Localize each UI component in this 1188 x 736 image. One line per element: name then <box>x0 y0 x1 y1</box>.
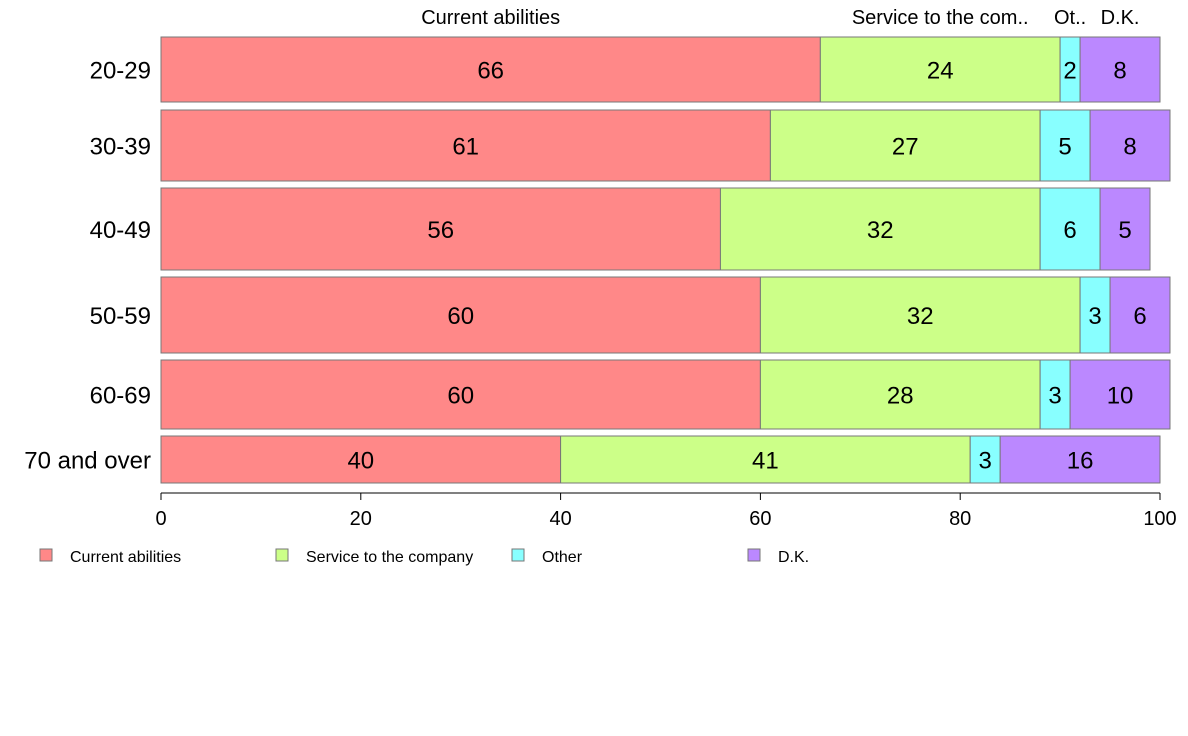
segment-value-label: 40 <box>347 448 374 475</box>
bar-segment <box>1039 359 1071 430</box>
legend-swatch <box>511 548 525 562</box>
segment-value-label: 16 <box>1067 448 1094 475</box>
bar-segment <box>759 276 1081 354</box>
top-segment-label: Service to the com.. <box>852 7 1029 29</box>
bar-segment <box>1079 36 1161 103</box>
top-segment-label: D.K. <box>1101 7 1140 29</box>
bar-segment <box>1069 359 1171 430</box>
segment-value-label: 3 <box>1048 383 1061 410</box>
category-labels: 20-29 30-39 40-49 50-59 60-69 70 and over <box>24 58 151 475</box>
segment-value-label: 60 <box>447 303 474 330</box>
legend-label: Current abilities <box>70 549 181 566</box>
x-tick-label: 100 <box>1143 508 1176 530</box>
bar-segment <box>160 435 562 484</box>
legend-swatch <box>275 548 289 562</box>
x-tick-label: 20 <box>350 508 372 530</box>
segment-value-label: 2 <box>1063 58 1076 85</box>
segment-value-label: 5 <box>1118 217 1131 244</box>
legend-label: D.K. <box>778 549 809 566</box>
category-label: 70 and over <box>24 448 151 475</box>
bar-segment <box>819 36 1061 103</box>
segment-value-label: 8 <box>1123 134 1136 161</box>
x-tick-label: 60 <box>749 508 771 530</box>
category-label: 60-69 <box>90 383 151 410</box>
bar-segment <box>160 359 761 430</box>
segment-value-label: 24 <box>927 58 954 85</box>
segment-value-label: 66 <box>477 58 504 85</box>
bar-segment <box>1079 276 1111 354</box>
bar-segment <box>560 435 971 484</box>
bar-segment <box>719 187 1041 271</box>
bar-segment <box>160 36 821 103</box>
segment-value-label: 28 <box>887 383 914 410</box>
legend-swatch <box>39 548 53 562</box>
segment-value-label: 3 <box>1088 303 1101 330</box>
bar-segment <box>969 435 1001 484</box>
legend: Current abilities Service to the company O… <box>39 548 809 566</box>
top-segment-labels: Current abilities Service to the com.. Ot.… <box>421 7 1139 29</box>
top-segment-label: Current abilities <box>421 7 560 29</box>
segment-value-label: 3 <box>978 448 991 475</box>
x-tick-label: 40 <box>549 508 571 530</box>
bar-segment <box>160 187 721 271</box>
segment-value-label: 6 <box>1133 303 1146 330</box>
segment-value-label: 10 <box>1107 383 1134 410</box>
category-label: 20-29 <box>90 58 151 85</box>
bar-segment <box>999 435 1161 484</box>
bar-segment <box>160 109 771 182</box>
bar-segment <box>1089 109 1171 182</box>
bar-segment <box>759 359 1041 430</box>
bar-segment <box>1109 276 1171 354</box>
top-segment-label: Ot.. <box>1054 7 1086 29</box>
legend-swatch <box>747 548 761 562</box>
segment-value-label: 32 <box>867 217 894 244</box>
segment-value-label: 41 <box>752 448 779 475</box>
legend-label: Other <box>542 549 583 566</box>
x-tick-label: 0 <box>155 508 166 530</box>
segment-value-label: 5 <box>1058 134 1071 161</box>
segment-value-label: 8 <box>1113 58 1126 85</box>
category-label: 30-39 <box>90 134 151 161</box>
segment-value-label: 6 <box>1063 217 1076 244</box>
bar-segment <box>1039 109 1091 182</box>
legend-label: Service to the company <box>306 549 473 566</box>
bar-segment <box>1099 187 1151 271</box>
bar-segment <box>160 276 761 354</box>
segment-value-label: 60 <box>447 383 474 410</box>
bar-segment <box>769 109 1041 182</box>
category-label: 50-59 <box>90 303 151 330</box>
segment-value-label: 27 <box>892 134 919 161</box>
segment-value-label: 32 <box>907 303 934 330</box>
x-tick-label: 80 <box>949 508 971 530</box>
segment-value-label: 56 <box>427 217 454 244</box>
x-axis: 0 20 40 60 80 100 <box>155 492 1177 530</box>
bar-segment <box>1039 187 1101 271</box>
category-label: 40-49 <box>90 217 151 244</box>
segment-value-label: 61 <box>452 134 479 161</box>
